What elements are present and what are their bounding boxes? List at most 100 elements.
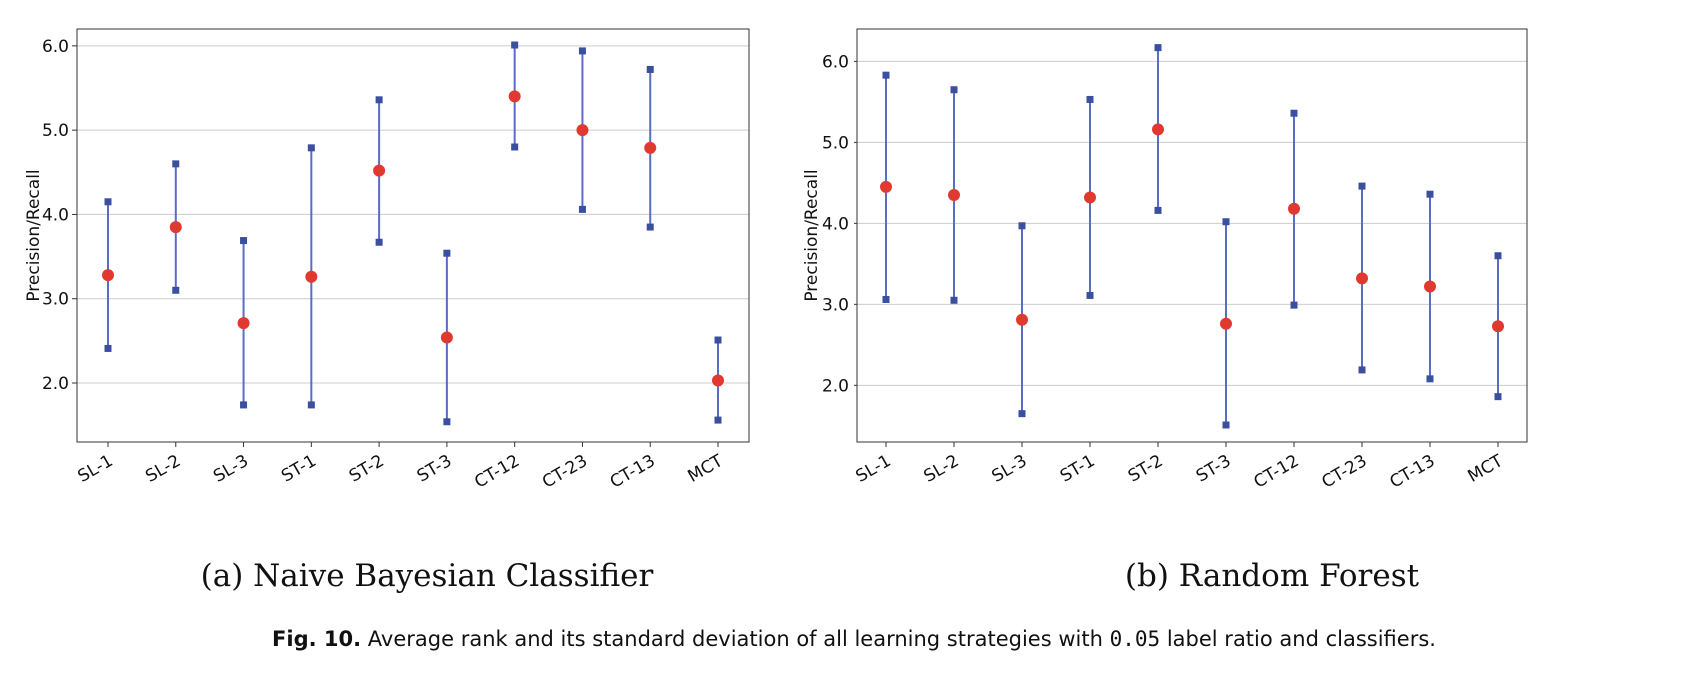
mean-point — [102, 269, 114, 282]
lower-std-marker — [1086, 291, 1094, 299]
chart-b-y-axis: 2.0 3.0 4.0 5.0 6.0 Precision/Recall — [802, 52, 849, 396]
y-axis-label: Precision/Recall — [802, 169, 822, 301]
upper-std-marker — [1154, 44, 1162, 52]
x-tick-label: SL-3 — [210, 451, 252, 487]
lower-std-marker — [1222, 421, 1230, 429]
caption-code: 0.05 — [1109, 627, 1161, 651]
x-tick-label: ST-1 — [278, 451, 320, 487]
lower-std-marker — [1154, 206, 1162, 214]
x-tick-label: CT-12 — [471, 451, 523, 493]
lower-std-marker — [240, 401, 248, 409]
upper-std-marker — [1086, 95, 1094, 103]
mean-point — [712, 374, 724, 387]
upper-std-marker — [1222, 218, 1230, 226]
y-tick-label: 3.0 — [822, 295, 849, 315]
x-tick-label: CT-23 — [539, 451, 591, 493]
x-tick-label: MCT — [1465, 451, 1508, 487]
mean-point — [576, 124, 589, 137]
lower-std-marker — [646, 223, 654, 231]
upper-std-marker — [240, 237, 248, 245]
upper-std-marker — [172, 160, 180, 168]
subcaption-b: (b) Random Forest — [1124, 558, 1420, 594]
upper-std-marker — [375, 96, 383, 104]
x-tick-label: ST-1 — [1057, 451, 1099, 487]
lower-std-marker — [1426, 375, 1434, 383]
mean-point — [644, 141, 657, 154]
subcaption-a: (a) Naive Bayesian Classifier — [200, 558, 654, 594]
upper-std-marker — [578, 47, 586, 55]
lower-std-marker — [950, 296, 958, 304]
lower-std-marker — [375, 238, 383, 246]
mean-point — [1288, 202, 1300, 215]
lower-std-marker — [1018, 410, 1026, 418]
mean-point — [948, 189, 960, 202]
y-tick-label: 2.0 — [822, 376, 849, 396]
upper-std-marker — [1426, 190, 1434, 198]
x-tick-label: MCT — [685, 451, 728, 487]
lower-std-marker — [307, 401, 315, 409]
upper-std-marker — [882, 71, 890, 79]
upper-std-marker — [511, 41, 519, 49]
y-tick-label: 4.0 — [42, 205, 69, 225]
x-tick-label: ST-2 — [346, 451, 388, 487]
upper-std-marker — [950, 86, 958, 94]
y-tick-label: 4.0 — [822, 214, 849, 234]
chart-random-forest: SL-1 SL-2 SL-3 ST-1 ST-2 ST-3 CT-12 CT-23 CT-13 M… — [854, 28, 1528, 493]
lower-std-marker — [172, 286, 180, 294]
y-tick-label: 2.0 — [42, 374, 69, 394]
lower-std-marker — [578, 205, 586, 213]
caption-text-before: Average rank and its standard deviation … — [367, 627, 1103, 651]
mean-point — [508, 90, 521, 103]
y-tick-label: 5.0 — [42, 121, 69, 141]
mean-point — [1016, 313, 1028, 326]
x-tick-label: ST-2 — [1125, 451, 1167, 487]
x-tick-label: SL-1 — [854, 451, 895, 487]
mean-point — [1356, 272, 1368, 285]
x-tick-label: SL-3 — [989, 451, 1031, 487]
lower-std-marker — [104, 344, 112, 352]
y-tick-label: 6.0 — [822, 52, 849, 72]
upper-std-marker — [443, 249, 451, 257]
x-tick-label: ST-3 — [1193, 451, 1235, 487]
x-tick-label: ST-3 — [414, 451, 456, 487]
y-axis-label: Precision/Recall — [24, 169, 44, 301]
mean-point — [1424, 280, 1436, 293]
upper-std-marker — [646, 65, 654, 73]
x-tick-label: SL-2 — [921, 451, 963, 487]
mean-point — [1492, 320, 1504, 333]
lower-std-marker — [443, 418, 451, 426]
plot-frame — [76, 28, 750, 443]
figure-caption: Fig. 10. Average rank and its standard d… — [0, 627, 1708, 651]
mean-point — [305, 270, 318, 283]
chart-naive-bayes: 2.0 3.0 4.0 5.0 6.0 Precision/Recall SL-1 SL-2 S… — [24, 28, 750, 493]
mean-point — [169, 221, 182, 234]
caption-text-after: label ratio and classifiers. — [1166, 627, 1436, 651]
mean-point — [1220, 317, 1232, 330]
mean-point — [1084, 191, 1096, 204]
upper-std-marker — [1494, 252, 1502, 260]
upper-std-marker — [1290, 109, 1298, 117]
upper-std-marker — [1358, 182, 1366, 190]
upper-std-marker — [104, 198, 112, 206]
y-tick-label: 3.0 — [42, 290, 69, 310]
mean-point — [373, 164, 386, 177]
x-tick-label: CT-13 — [607, 451, 659, 493]
lower-std-marker — [511, 143, 519, 151]
x-tick-label: CT-12 — [1251, 451, 1303, 493]
mean-point — [880, 180, 892, 193]
x-tick-label: CT-13 — [1387, 451, 1439, 493]
lower-std-marker — [1494, 393, 1502, 401]
mean-point — [1152, 123, 1164, 136]
upper-std-marker — [1018, 222, 1026, 230]
x-tick-label: SL-2 — [142, 451, 184, 487]
mean-point — [237, 317, 250, 330]
y-tick-label: 5.0 — [822, 133, 849, 153]
x-tick-label: CT-23 — [1319, 451, 1371, 493]
upper-std-marker — [714, 336, 722, 344]
figure-label: Fig. 10. — [272, 627, 362, 651]
lower-std-marker — [882, 295, 890, 303]
lower-std-marker — [714, 416, 722, 424]
upper-std-marker — [307, 144, 315, 152]
lower-std-marker — [1290, 301, 1298, 309]
x-tick-label: SL-1 — [75, 451, 117, 487]
